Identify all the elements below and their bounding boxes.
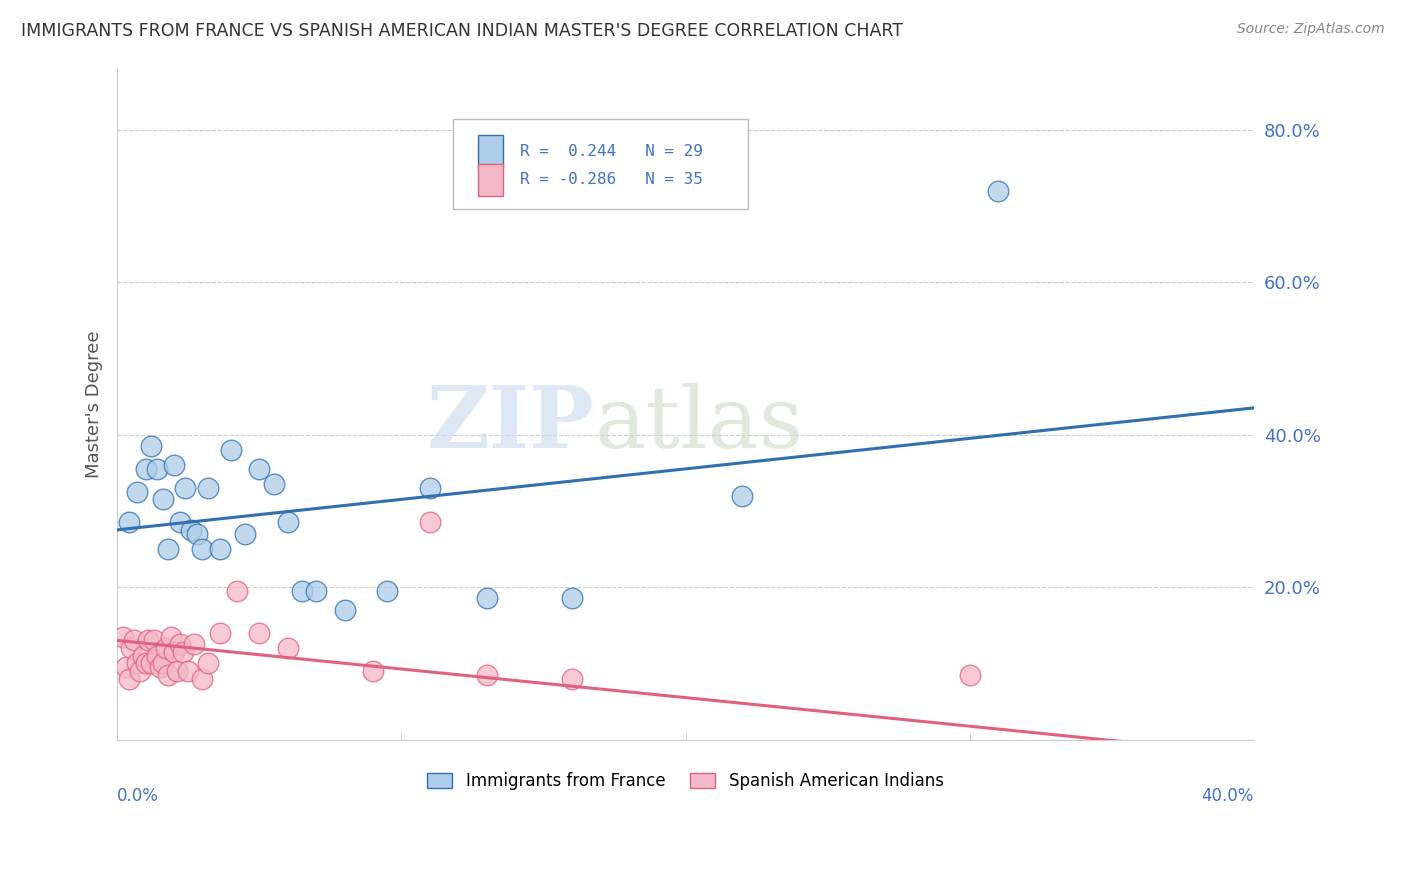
Point: [277, 515, 299, 529]
Point: [122, 633, 145, 648]
Point: [959, 667, 981, 681]
Point: [152, 492, 174, 507]
Point: [419, 481, 441, 495]
Point: [375, 583, 398, 598]
Point: [987, 184, 1010, 198]
Point: [475, 667, 498, 681]
Point: [169, 515, 191, 529]
Point: [197, 481, 219, 495]
Text: R = -0.286   N = 35: R = -0.286 N = 35: [520, 172, 703, 187]
Point: [163, 458, 186, 472]
Text: 0.0%: 0.0%: [117, 787, 159, 805]
Point: [157, 541, 180, 556]
Point: [561, 591, 583, 606]
Point: [291, 583, 314, 598]
Point: [169, 637, 191, 651]
Point: [172, 645, 194, 659]
Point: [157, 667, 180, 681]
Point: [361, 664, 384, 678]
Point: [138, 633, 160, 648]
Point: [197, 657, 219, 671]
FancyBboxPatch shape: [478, 135, 502, 167]
Point: [174, 481, 197, 495]
Point: [155, 641, 177, 656]
Point: [146, 648, 169, 663]
Point: [277, 641, 299, 656]
Point: [152, 657, 174, 671]
Text: ZIP: ZIP: [427, 382, 595, 467]
Point: [208, 625, 231, 640]
Point: [160, 630, 183, 644]
Point: [114, 660, 136, 674]
Y-axis label: Master's Degree: Master's Degree: [86, 330, 103, 478]
Point: [183, 637, 205, 651]
Point: [233, 526, 256, 541]
Point: [120, 641, 142, 656]
Text: R =  0.244   N = 29: R = 0.244 N = 29: [520, 144, 703, 159]
Point: [117, 515, 139, 529]
Point: [143, 633, 166, 648]
Point: [135, 657, 157, 671]
Point: [125, 657, 148, 671]
Point: [419, 515, 441, 529]
Point: [561, 672, 583, 686]
Point: [731, 489, 754, 503]
Point: [163, 645, 186, 659]
Point: [180, 523, 202, 537]
Point: [208, 541, 231, 556]
Point: [146, 462, 169, 476]
Point: [177, 664, 200, 678]
Point: [247, 625, 270, 640]
Point: [117, 672, 139, 686]
Point: [475, 591, 498, 606]
Text: atlas: atlas: [595, 383, 804, 466]
Point: [263, 477, 285, 491]
Point: [186, 526, 208, 541]
FancyBboxPatch shape: [478, 164, 502, 196]
Point: [247, 462, 270, 476]
Point: [333, 603, 356, 617]
Point: [149, 660, 172, 674]
Point: [111, 630, 134, 644]
Point: [135, 462, 157, 476]
Point: [132, 648, 155, 663]
Point: [219, 442, 242, 457]
Point: [191, 672, 214, 686]
Text: Source: ZipAtlas.com: Source: ZipAtlas.com: [1237, 22, 1385, 37]
Point: [305, 583, 328, 598]
Text: IMMIGRANTS FROM FRANCE VS SPANISH AMERICAN INDIAN MASTER'S DEGREE CORRELATION CH: IMMIGRANTS FROM FRANCE VS SPANISH AMERIC…: [21, 22, 903, 40]
Point: [141, 657, 163, 671]
Legend: Immigrants from France, Spanish American Indians: Immigrants from France, Spanish American…: [419, 764, 952, 798]
Point: [141, 439, 163, 453]
Point: [191, 541, 214, 556]
Point: [125, 484, 148, 499]
Point: [166, 664, 188, 678]
Text: 40.0%: 40.0%: [1202, 787, 1254, 805]
Point: [129, 664, 152, 678]
FancyBboxPatch shape: [453, 119, 748, 210]
Point: [225, 583, 247, 598]
